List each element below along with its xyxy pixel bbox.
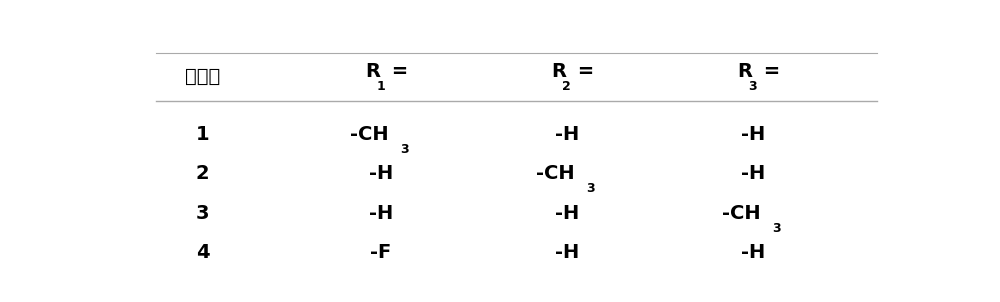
Text: -CH: -CH — [722, 204, 760, 223]
Text: -H: -H — [555, 243, 579, 262]
Text: -H: -H — [741, 125, 765, 144]
Text: 2: 2 — [196, 164, 209, 183]
Text: -H: -H — [369, 204, 393, 223]
Text: 3: 3 — [586, 182, 595, 195]
Text: -H: -H — [555, 204, 579, 223]
Text: 3: 3 — [400, 143, 409, 156]
Text: -H: -H — [369, 164, 393, 183]
Text: -H: -H — [741, 243, 765, 262]
Text: 化合物: 化合物 — [185, 67, 220, 86]
Text: 1: 1 — [376, 80, 385, 93]
Text: -H: -H — [741, 164, 765, 183]
Text: R: R — [365, 62, 380, 81]
Text: 3: 3 — [772, 222, 781, 235]
Text: 2: 2 — [562, 80, 571, 93]
Text: =: = — [385, 62, 408, 81]
Text: R: R — [737, 62, 752, 81]
Text: 3: 3 — [748, 80, 757, 93]
Text: -F: -F — [370, 243, 391, 262]
Text: -CH: -CH — [536, 164, 574, 183]
Text: =: = — [757, 62, 780, 81]
Text: 4: 4 — [196, 243, 209, 262]
Text: =: = — [571, 62, 594, 81]
Text: -CH: -CH — [350, 125, 388, 144]
Text: 1: 1 — [196, 125, 209, 144]
Text: 3: 3 — [196, 204, 209, 223]
Text: R: R — [551, 62, 566, 81]
Text: -H: -H — [555, 125, 579, 144]
